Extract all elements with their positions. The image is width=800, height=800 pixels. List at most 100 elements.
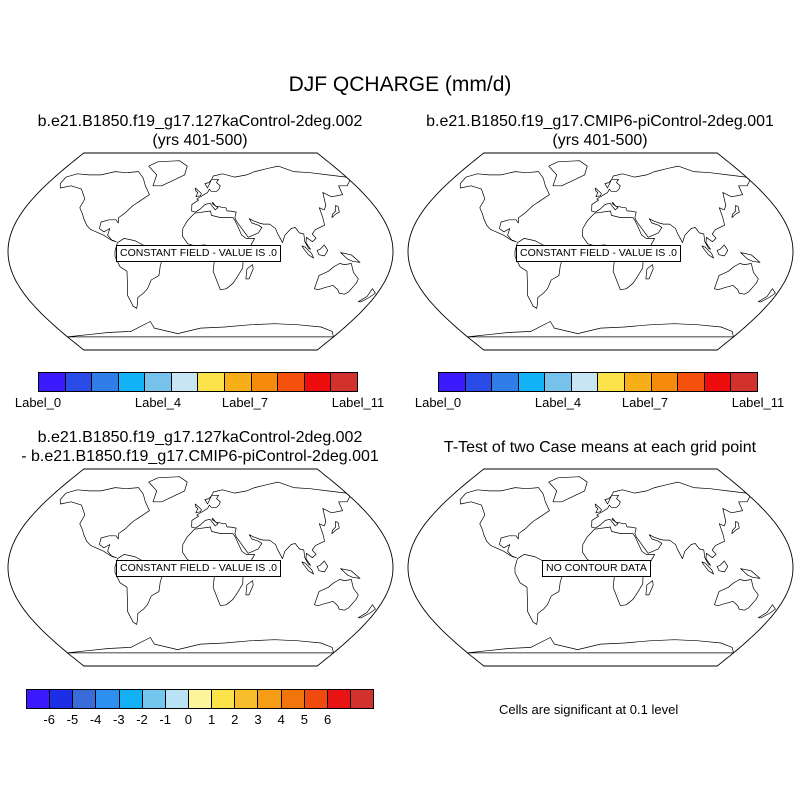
coastline-madagascar	[245, 580, 254, 596]
panel-title-line1: T-Test of two Case means at each grid po…	[443, 439, 757, 456]
colorbar-tick-label: 0	[184, 712, 193, 727]
colorbar-swatch	[39, 373, 66, 391]
colorbar-swatch	[258, 690, 282, 708]
coastline-japan	[331, 205, 340, 218]
colorbar-swatch	[235, 690, 259, 708]
coastline-sumatra	[301, 245, 314, 259]
coastline-sumatra	[301, 561, 314, 575]
colorbar-swatch	[350, 690, 374, 708]
panel-title-line1: b.e21.B1850.f19_g17.127kaControl-2deg.00…	[37, 113, 363, 130]
constant-field-label: CONSTANT FIELD - VALUE IS .0	[116, 560, 281, 577]
coastline-north-america	[59, 171, 150, 243]
colorbar-swatch	[96, 690, 120, 708]
colorbar-label: Label_7	[621, 395, 669, 410]
panel-title-line2: (yrs 401-500)	[152, 132, 248, 149]
colorbar-swatch	[119, 690, 143, 708]
colorbar-swatch	[50, 690, 74, 708]
coastline-new-guinea	[340, 568, 361, 579]
coastline-japan	[731, 205, 740, 218]
colorbar-swatch	[165, 690, 189, 708]
colorbar-label: Label_11	[331, 395, 385, 410]
coastline-australia	[714, 579, 759, 611]
colorbar-swatch	[327, 690, 351, 708]
coastline-uk	[194, 503, 202, 514]
colorbar-tick-label: -1	[159, 712, 171, 727]
colorbar-tick-label: 3	[254, 712, 262, 727]
panel-title-line2: (yrs 401-500)	[552, 132, 648, 149]
coastline-antarctica	[467, 637, 734, 654]
colorbar-tick-label: -2	[136, 712, 148, 727]
colorbar-swatch	[598, 373, 626, 391]
colorbar-tick-label: -4	[89, 712, 102, 727]
colorbar-swatch	[439, 373, 466, 391]
panel-title-bottom-left: b.e21.B1850.f19_g17.127kaControl-2deg.00…	[0, 428, 400, 466]
coastline-japan	[731, 521, 740, 534]
coastline-eurasia	[591, 481, 751, 566]
coastline-antarctica	[67, 637, 334, 654]
coastline-uk	[594, 503, 602, 514]
colorbar-label: Label_0	[14, 395, 62, 410]
coastline-greenland	[548, 160, 588, 187]
colorbar-label: Label_11	[731, 395, 785, 410]
colorbar-swatch	[545, 373, 572, 391]
coastline-madagascar	[645, 264, 654, 280]
coastline-antarctica	[67, 321, 334, 338]
coastline-new-zealand	[357, 288, 376, 303]
colorbar-swatch	[142, 690, 166, 708]
coastline-north-america	[459, 171, 550, 243]
coastline-sumatra	[701, 561, 714, 575]
coastline-new-zealand	[357, 604, 376, 619]
coastline-north-america	[459, 487, 550, 559]
colorbar-swatch	[465, 373, 493, 391]
colorbar-swatch	[651, 373, 679, 391]
colorbar-tick-label: -5	[66, 712, 79, 727]
colorbar-swatch	[73, 690, 97, 708]
coastline-madagascar	[245, 264, 254, 280]
colorbar-swatch	[278, 373, 305, 391]
coastline-new-guinea	[740, 568, 761, 579]
colorbar-label: Label_7	[221, 395, 269, 410]
coastline-borneo	[316, 244, 329, 257]
colorbar-swatch	[212, 690, 236, 708]
colorbar-tick-label: -3	[113, 712, 125, 727]
colorbar-top-right	[438, 372, 758, 392]
coastline-eurasia	[191, 481, 351, 566]
coastline-eurasia	[591, 165, 751, 250]
coastline-japan	[331, 521, 340, 534]
colorbar-swatch	[27, 690, 51, 708]
coastline-new-zealand	[757, 604, 776, 619]
colorbar-swatch	[118, 373, 146, 391]
figure-title: DJF QCHARGE (mm/d)	[288, 73, 512, 96]
constant-field-label: CONSTANT FIELD - VALUE IS .0	[116, 245, 281, 262]
no-contour-label: NO CONTOUR DATA	[542, 560, 651, 577]
colorbar-tick-label: -6	[43, 712, 55, 727]
constant-field-label: CONSTANT FIELD - VALUE IS .0	[516, 245, 681, 262]
colorbar-bottom-left	[26, 689, 374, 709]
coastline-uk	[594, 187, 602, 198]
coastline-madagascar	[645, 580, 654, 596]
colorbar-tick-label: 4	[277, 712, 285, 727]
coastline-greenland	[148, 160, 188, 187]
coastline-eurasia	[191, 165, 351, 250]
coastline-greenland	[148, 476, 188, 503]
coastline-sumatra	[701, 245, 714, 259]
significance-note: Cells are significant at 0.1 level	[499, 702, 679, 717]
colorbar-swatch	[331, 373, 357, 391]
colorbar-swatch	[518, 373, 546, 391]
colorbar-tick-label: 6	[323, 712, 332, 727]
colorbar-swatch	[145, 373, 172, 391]
colorbar-swatch	[65, 373, 93, 391]
panel-title-line2: - b.e21.B1850.f19_g17.CMIP6-piControl-2d…	[21, 448, 379, 465]
colorbar-swatch	[171, 373, 199, 391]
colorbar-label: Label_4	[534, 395, 582, 410]
colorbar-swatch	[304, 690, 328, 708]
colorbar-swatch	[492, 373, 519, 391]
colorbar-tick-label: 1	[207, 712, 216, 727]
coastline-borneo	[716, 560, 729, 573]
coastline-australia	[314, 579, 359, 611]
coastline-new-zealand	[757, 288, 776, 303]
coastline-greenland	[548, 476, 588, 503]
colorbar-swatch	[281, 690, 305, 708]
coastline-australia	[314, 263, 359, 295]
coastline-borneo	[316, 560, 329, 573]
